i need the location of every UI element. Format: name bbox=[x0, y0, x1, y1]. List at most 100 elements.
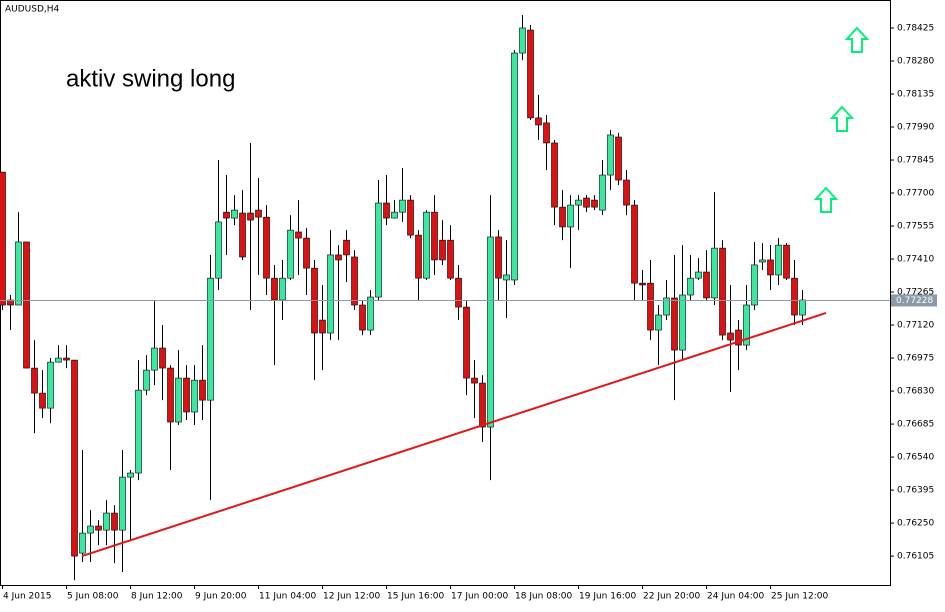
candle-body bbox=[159, 347, 166, 369]
candle-body bbox=[407, 199, 414, 236]
candle-body bbox=[47, 361, 54, 409]
candle-body bbox=[375, 202, 382, 298]
candle-body bbox=[167, 367, 174, 423]
candle-body bbox=[343, 239, 350, 256]
up-arrow bbox=[844, 26, 870, 53]
candle-body bbox=[319, 319, 326, 334]
candle-body bbox=[527, 29, 534, 119]
candle-body bbox=[663, 297, 670, 316]
x-tick-label: 11 Jun 04:00 bbox=[259, 592, 316, 602]
candle-body bbox=[783, 244, 790, 279]
candle-body bbox=[119, 476, 126, 531]
candle-body bbox=[439, 239, 446, 261]
y-tick-label: 0.76975 bbox=[897, 354, 934, 364]
candle-body bbox=[655, 314, 662, 331]
y-tick-label: 0.77845 bbox=[897, 156, 934, 166]
x-tick-label: 17 Jun 00:00 bbox=[451, 592, 508, 602]
candle-body bbox=[391, 211, 398, 219]
candle-body bbox=[423, 211, 430, 279]
candle-body bbox=[543, 122, 550, 144]
candle-body bbox=[679, 294, 686, 351]
candle-body bbox=[687, 277, 694, 296]
candle-body bbox=[279, 277, 286, 301]
candle-body bbox=[135, 389, 142, 474]
candle-body bbox=[111, 512, 118, 531]
candle-body bbox=[519, 27, 526, 54]
candle-body bbox=[511, 52, 518, 281]
x-tick-label: 15 Jun 16:00 bbox=[387, 592, 444, 602]
candle-body bbox=[0, 171, 6, 306]
candle-body bbox=[559, 206, 566, 228]
y-tick-label: 0.78280 bbox=[897, 57, 934, 67]
candle-body bbox=[591, 199, 598, 208]
y-tick-label: 0.77120 bbox=[897, 321, 934, 331]
candle-body bbox=[255, 209, 262, 218]
candle-body bbox=[503, 274, 510, 281]
up-arrow bbox=[813, 186, 839, 213]
candle-body bbox=[215, 221, 222, 279]
candle-body bbox=[207, 277, 214, 401]
x-tick-label: 12 Jun 12:00 bbox=[323, 592, 380, 602]
candle-body bbox=[103, 512, 110, 531]
x-tick-label: 25 Jun 12:00 bbox=[771, 592, 828, 602]
candle-body bbox=[127, 472, 134, 478]
candle-body bbox=[647, 282, 654, 331]
y-tick-label: 0.76685 bbox=[897, 420, 934, 430]
candle-body bbox=[615, 136, 622, 181]
annotation: aktiv swing long bbox=[66, 65, 235, 92]
candle-body bbox=[551, 142, 558, 208]
x-tick-label: 22 Jun 20:00 bbox=[643, 592, 700, 602]
candle-body bbox=[671, 297, 678, 351]
y-tick-label: 0.78425 bbox=[897, 23, 934, 33]
x-tick-label: 9 Jun 20:00 bbox=[195, 592, 247, 602]
x-tick-label: 18 Jun 08:00 bbox=[515, 592, 572, 602]
candle-body bbox=[791, 277, 798, 316]
candle-body bbox=[383, 202, 390, 219]
candle-body bbox=[55, 357, 62, 363]
candle-body bbox=[359, 304, 366, 331]
candle-body bbox=[231, 209, 238, 219]
candle-body bbox=[183, 377, 190, 413]
candle-body bbox=[223, 211, 230, 219]
candle-body bbox=[327, 254, 334, 334]
candle-body bbox=[607, 134, 614, 176]
y-tick-label: 0.78135 bbox=[897, 90, 934, 100]
candle-body bbox=[695, 271, 702, 279]
candle-body bbox=[31, 367, 38, 394]
candle-body bbox=[23, 241, 30, 369]
candle-body bbox=[335, 254, 342, 261]
x-tick-label: 8 Jun 12:00 bbox=[131, 592, 183, 602]
y-tick-label: 0.77555 bbox=[897, 222, 934, 232]
candle-body bbox=[367, 296, 374, 331]
candle-body bbox=[703, 271, 710, 299]
candle-body bbox=[399, 199, 406, 213]
candle-body bbox=[455, 277, 462, 308]
trendline bbox=[81, 312, 827, 558]
candle-body bbox=[271, 277, 278, 301]
chart-title: AUDUSD,H4 bbox=[5, 5, 60, 15]
candle-body bbox=[759, 259, 766, 263]
candle-body bbox=[711, 247, 718, 299]
candle-body bbox=[15, 241, 22, 306]
candle-body bbox=[719, 247, 726, 336]
bid-label-box bbox=[891, 294, 937, 307]
candle-body bbox=[199, 379, 206, 401]
up-arrow bbox=[829, 105, 855, 132]
candle-body bbox=[495, 236, 502, 279]
x-tick-label: 5 Jun 08:00 bbox=[67, 592, 119, 602]
candle-body bbox=[479, 382, 486, 428]
candle-body bbox=[71, 359, 78, 557]
y-tick-label: 0.77700 bbox=[897, 189, 934, 199]
candle-body bbox=[87, 525, 94, 534]
y-tick-label: 0.76250 bbox=[897, 519, 934, 529]
candle-body bbox=[743, 304, 750, 346]
x-tick-label: 4 Jun 2015 bbox=[3, 592, 51, 602]
candle-body bbox=[487, 236, 494, 428]
y-tick-label: 0.76540 bbox=[897, 453, 934, 463]
candle-body bbox=[727, 332, 734, 341]
candle-body bbox=[767, 259, 774, 276]
candle-body bbox=[471, 377, 478, 384]
candle-body bbox=[583, 197, 590, 208]
